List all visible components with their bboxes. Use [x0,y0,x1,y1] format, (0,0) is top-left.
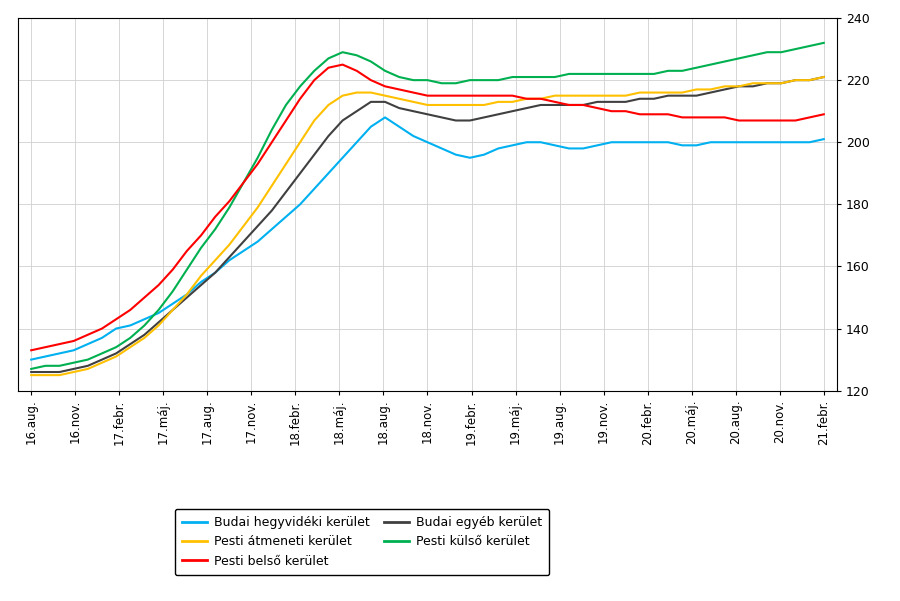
Pesti átmeneti kerület [68,368,79,376]
Pesti átmeneti kerület [238,222,249,230]
Budai hegyvidéki kerület [68,347,79,354]
Pesti belső kerület [238,179,249,186]
Pesti külső kerület [365,58,376,65]
Pesti belső kerület [818,111,829,118]
Pesti belső kerület [592,105,603,112]
Pesti belső kerület [68,337,79,344]
Pesti külső kerület [578,70,589,78]
Line: Pesti átmeneti kerület: Pesti átmeneti kerület [32,77,824,375]
Pesti belső kerület [380,83,391,90]
Budai egyéb kerület [54,368,65,376]
Pesti belső kerület [338,61,348,68]
Budai egyéb kerület [365,98,376,105]
Budai hegyvidéki kerület [578,145,589,152]
Pesti külső kerület [818,39,829,46]
Pesti átmeneti kerület [365,89,376,96]
Pesti átmeneti kerület [26,371,37,379]
Pesti külső kerület [68,359,79,366]
Pesti átmeneti kerület [818,73,829,81]
Legend: Budai hegyvidéki kerület, Pesti átmeneti kerület, Pesti belső kerület, Budai egy: Budai hegyvidéki kerület, Pesti átmeneti… [175,508,549,575]
Line: Pesti belső kerület: Pesti belső kerület [32,64,824,350]
Line: Budai egyéb kerület: Budai egyéb kerület [32,77,824,372]
Budai egyéb kerület [68,365,79,373]
Budai egyéb kerület [26,368,37,376]
Pesti átmeneti kerület [578,92,589,99]
Budai egyéb kerület [238,238,249,245]
Pesti külső kerület [238,179,249,186]
Budai hegyvidéki kerület [380,114,391,121]
Budai hegyvidéki kerület [26,356,37,363]
Pesti átmeneti kerület [563,92,574,99]
Budai hegyvidéki kerület [592,142,603,149]
Budai hegyvidéki kerület [365,123,376,130]
Pesti belső kerület [54,340,65,347]
Pesti külső kerület [26,365,37,373]
Line: Budai hegyvidéki kerület: Budai hegyvidéki kerület [32,117,824,359]
Line: Pesti külső kerület: Pesti külső kerület [32,43,824,369]
Pesti belső kerület [26,347,37,354]
Budai hegyvidéki kerület [818,135,829,142]
Budai egyéb kerület [818,73,829,81]
Budai hegyvidéki kerület [54,350,65,357]
Pesti belső kerület [578,102,589,109]
Pesti átmeneti kerület [54,371,65,379]
Pesti külső kerület [54,362,65,370]
Budai egyéb kerület [578,102,589,109]
Budai egyéb kerület [563,102,574,109]
Pesti külső kerület [563,70,574,78]
Budai hegyvidéki kerület [238,247,249,254]
